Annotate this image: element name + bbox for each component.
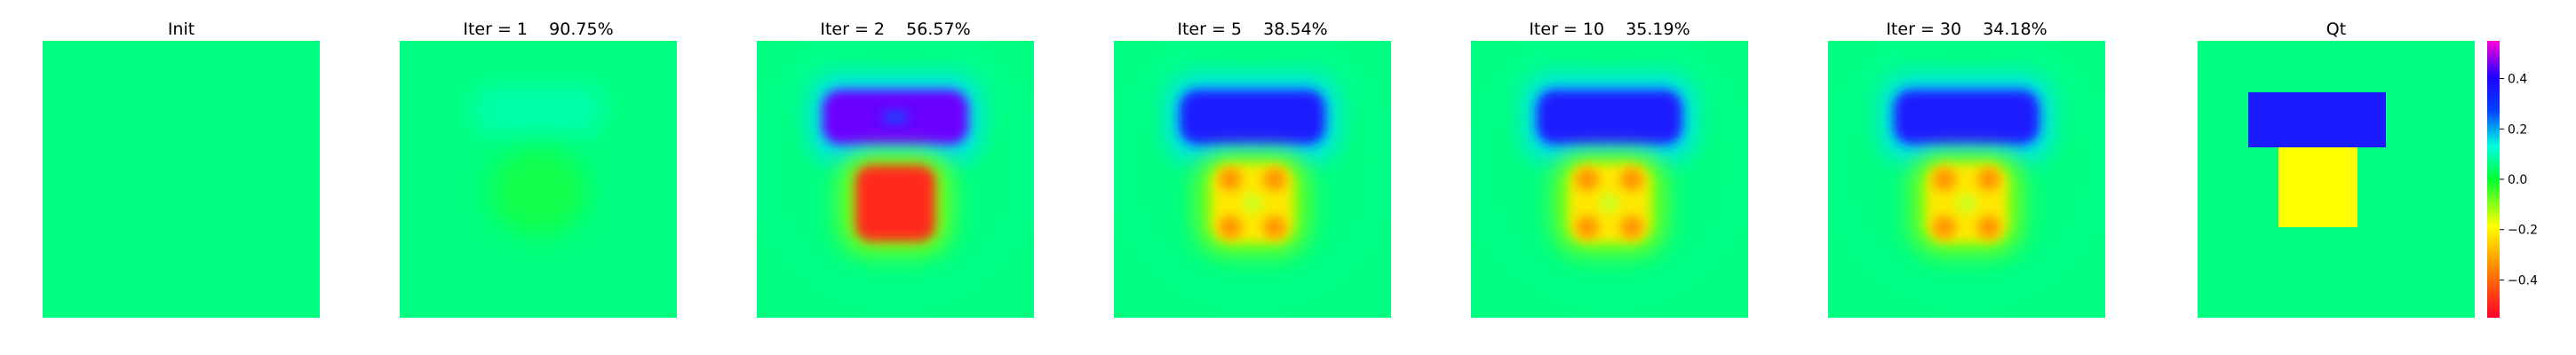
negative-hotspot [1576, 216, 1599, 239]
negative-core [855, 165, 935, 241]
panel-background [43, 41, 320, 318]
colorbar-tick-label: 0.0 [2508, 173, 2527, 187]
colorbar-tick-label: 0.4 [2508, 73, 2527, 87]
ring-artifact [1828, 41, 2105, 304]
negative-hotspot [1263, 216, 1286, 239]
positive-region [2248, 92, 2386, 147]
heatmap-panel-0 [43, 41, 320, 318]
negative-hotspot [1620, 168, 1643, 191]
ring-artifact [757, 41, 1034, 304]
negative-hotspot [1933, 168, 1956, 191]
positive-core [1894, 90, 2039, 145]
negative-center [1243, 193, 1262, 213]
colorbar-tick-label: −0.2 [2508, 224, 2538, 238]
panel-title-init: Init [167, 20, 195, 39]
negative-hotspot [1576, 168, 1599, 191]
colorbar [2487, 41, 2500, 318]
heatmap-panel-6 [2198, 41, 2475, 318]
positive-core [1537, 90, 1682, 145]
negative-hotspot [1933, 216, 1956, 239]
ring-artifact [1114, 41, 1391, 304]
panel-title-qt: Qt [2326, 20, 2347, 39]
heatmap-panel-4 [1471, 41, 1748, 318]
negative-hotspot [1977, 168, 2000, 191]
panel-title-iter-1: Iter = 1 90.75% [463, 20, 614, 39]
panel-title-iter-30: Iter = 30 34.18% [1886, 20, 2047, 39]
positive-center [881, 110, 910, 124]
ring-artifact [1471, 41, 1748, 304]
colorbar-tick-label: −0.4 [2508, 273, 2538, 288]
panel-title-iter-2: Iter = 2 56.57% [820, 20, 971, 39]
negative-hotspot [1263, 168, 1286, 191]
panel-title-iter-5: Iter = 5 38.54% [1177, 20, 1328, 39]
negative-center [1957, 193, 1976, 213]
heatmap-panel-3 [1114, 41, 1391, 318]
colorbar-tick-label: 0.2 [2508, 122, 2527, 137]
negative-blob [489, 147, 587, 236]
negative-hotspot [1219, 216, 1242, 239]
heatmap-panel-2 [757, 41, 1034, 318]
positive-core [1180, 90, 1325, 145]
negative-hotspot [1219, 168, 1242, 191]
negative-center [1600, 193, 1619, 213]
negative-hotspot [1977, 216, 2000, 239]
heatmap-panel-1 [400, 41, 677, 318]
positive-blob [472, 85, 605, 134]
heatmap-panel-5 [1828, 41, 2105, 318]
panel-title-iter-10: Iter = 10 35.19% [1529, 20, 1690, 39]
negative-region [2278, 147, 2357, 227]
negative-hotspot [1620, 216, 1643, 239]
